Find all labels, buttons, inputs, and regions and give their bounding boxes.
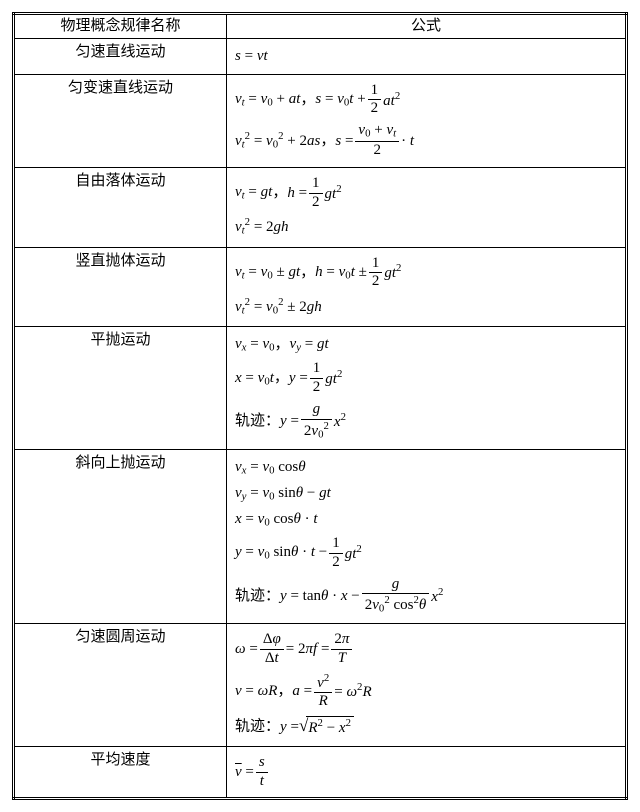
physics-formula-table: 物理概念规律名称 公式 匀速直线运动 s = vt 匀变速直线运动vt = v0 +… [12, 12, 628, 800]
header-row: 物理概念规律名称 公式 [14, 14, 627, 39]
table-row: 平均速度v = st [14, 746, 627, 799]
row-name: 匀速圆周运动 [14, 624, 227, 747]
formula-line: vx = v0，vy = gt [235, 335, 617, 355]
formula-line: 轨迹：y = g2v02x2 [235, 402, 617, 441]
row-formula: v = st [227, 746, 627, 799]
row-formula: vx = v0 cosθ vy = v0 sinθ − gt x = v0 cosθ… [227, 449, 627, 624]
table-row: 匀速圆周运动ω = ΔφΔt = 2πf = 2πT v = ωR，a = v2R… [14, 624, 627, 747]
row-formula: ω = ΔφΔt = 2πf = 2πT v = ωR，a = v2R = ω2R… [227, 624, 627, 747]
table-row: 斜向上抛运动 vx = v0 cosθ vy = v0 sinθ − gt x = v… [14, 449, 627, 624]
row-name: 平抛运动 [14, 327, 227, 449]
row-formula: vx = v0，vy = gt x = v0t，y = 12gt2 轨迹：y = g… [227, 327, 627, 449]
formula-line: vt = v0 + at，s = v0t + 12at2 [235, 83, 617, 118]
formula-line: 轨迹：y = tanθ · x − g2v02 cos2θx2 [235, 577, 617, 616]
row-formula: vt = gt，h = 12gt2 vt2 = 2gh [227, 167, 627, 247]
formula-line: x = v0 cosθ · t [235, 510, 617, 530]
formula-line: 轨迹：y = √R2 − x2 [235, 716, 617, 738]
formula-line: vx = v0 cosθ [235, 458, 617, 478]
formula-line: x = v0t，y = 12gt2 [235, 361, 617, 396]
row-name: 匀速直线运动 [14, 38, 227, 74]
formula-line: ω = ΔφΔt = 2πf = 2πT [235, 632, 617, 667]
formula-line: y = v0 sinθ · t − 12gt2 [235, 536, 617, 571]
row-formula: s = vt [227, 38, 627, 74]
table-row: 平抛运动 vx = v0，vy = gt x = v0t，y = 12gt2 轨迹：y… [14, 327, 627, 449]
formula-line: vt2 = v02 ± 2gh [235, 296, 617, 318]
row-formula: vt = v0 ± gt，h = v0t ± 12gt2 vt2 = v02 ± … [227, 247, 627, 327]
table-row: 自由落体运动vt = gt，h = 12gt2 vt2 = 2gh [14, 167, 627, 247]
table-row: 竖直抛体运动vt = v0 ± gt，h = v0t ± 12gt2 vt2 = … [14, 247, 627, 327]
formula-line: v = st [235, 755, 617, 790]
row-name: 自由落体运动 [14, 167, 227, 247]
row-name: 平均速度 [14, 746, 227, 799]
formula-line: s = vt [235, 47, 617, 66]
table-row: 匀变速直线运动vt = v0 + at，s = v0t + 12at2 vt2 =… [14, 74, 627, 167]
formula-line: vt = v0 ± gt，h = v0t ± 12gt2 [235, 256, 617, 291]
formula-line: vt = gt，h = 12gt2 [235, 176, 617, 211]
row-name: 竖直抛体运动 [14, 247, 227, 327]
formula-line: vt2 = v02 + 2as，s = v0 + vt2 · t [235, 123, 617, 159]
table-body: 匀速直线运动 s = vt 匀变速直线运动vt = v0 + at，s = v0t … [14, 38, 627, 799]
formula-line: vt2 = 2gh [235, 216, 617, 238]
formula-line: v = ωR，a = v2R = ω2R [235, 673, 617, 710]
header-name: 物理概念规律名称 [14, 14, 227, 39]
row-formula: vt = v0 + at，s = v0t + 12at2 vt2 = v02 + … [227, 74, 627, 167]
table-row: 匀速直线运动 s = vt [14, 38, 627, 74]
row-name: 匀变速直线运动 [14, 74, 227, 167]
row-name: 斜向上抛运动 [14, 449, 227, 624]
formula-line: vy = v0 sinθ − gt [235, 484, 617, 504]
header-formula: 公式 [227, 14, 627, 39]
